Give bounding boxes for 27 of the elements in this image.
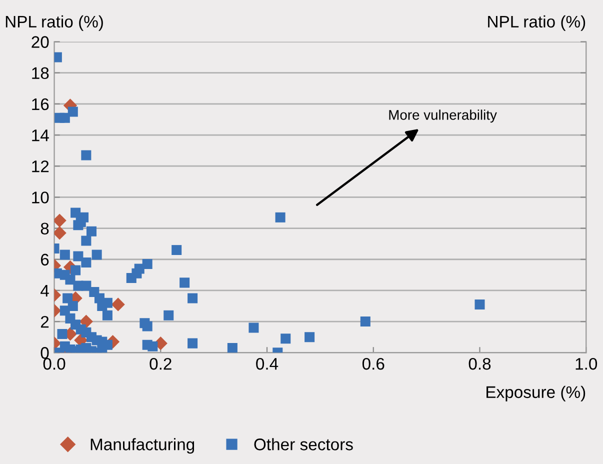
x-tick-label: 0.2: [150, 358, 172, 370]
y-axis-title: NPL ratio (%): [6, 15, 103, 31]
x-tick-label: 0.6: [362, 358, 384, 370]
y-tick-label: 16: [32, 98, 49, 110]
y-tick-label: 0: [40, 347, 49, 359]
legend-label: Other sectors: [254, 438, 353, 450]
point: [54, 226, 66, 240]
y-tick-label: 2: [40, 316, 49, 328]
y-tick-label: 10: [32, 192, 49, 204]
annotation: More vulnerability: [389, 110, 497, 123]
point: [79, 314, 93, 328]
legend-label: Manufacturing: [90, 438, 194, 454]
y-tick-label: 8: [40, 222, 49, 234]
y2-axis-title: NPL ratio (%): [488, 15, 586, 31]
y-tick-label: 14: [32, 130, 49, 142]
point: [111, 298, 125, 312]
x-tick-label: 1.0: [576, 358, 598, 370]
point: [54, 214, 66, 228]
y-tick-label: 12: [32, 160, 49, 172]
x-tick-label: 0.4: [256, 358, 278, 370]
x-tick-label: 0.0: [43, 358, 66, 370]
x-tick-label: 0.8: [468, 358, 491, 370]
y-tick-label: 4: [40, 285, 49, 297]
y-tick-label: 20: [32, 36, 49, 48]
x-axis-title: Exposure (%): [486, 386, 586, 402]
y-tick-label: 6: [40, 254, 49, 266]
y-tick-label: 18: [32, 67, 49, 80]
